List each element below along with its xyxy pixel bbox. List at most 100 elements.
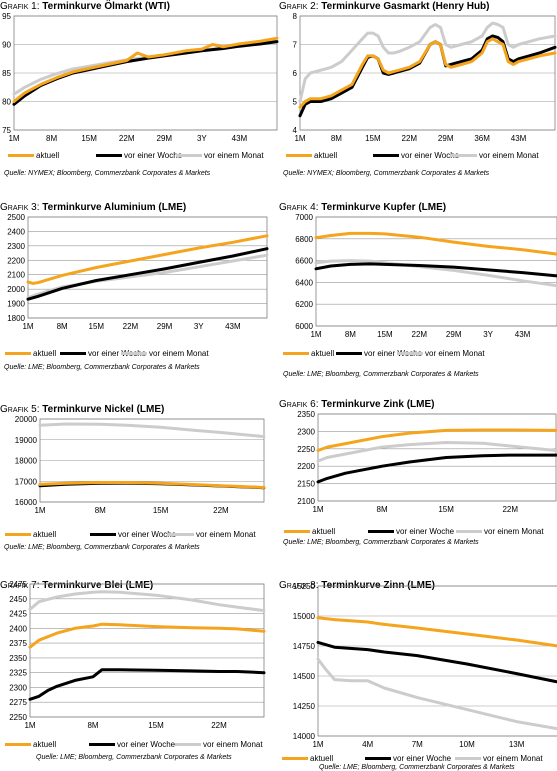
plot-frame [27,216,268,319]
x-tick-label: 8M [57,322,68,331]
legend-label: vor einer Woche [393,754,452,763]
series-line-aktuell [298,37,557,109]
series-line-aktuell [26,234,269,285]
plot-frame [317,413,557,502]
y-tick-label: 14750 [293,642,316,651]
x-tick-label: 15M [153,506,169,515]
legend-label: aktuell [312,527,336,536]
x-tick-label: 36M [474,134,490,143]
legend-swatch [284,530,310,533]
chart-title: Grafik 2: Terminkurve Gasmarkt (Henry Hu… [279,1,490,12]
figure-number: Grafik 3: [0,202,40,213]
y-tick-label: 2300 [9,683,27,692]
legend-label: vor einer Woche [124,151,183,160]
y-tick-label: 2400 [9,624,27,633]
source-note: Quelle: NYMEX; Bloomberg, Commerzbank Co… [283,170,490,177]
legend-swatch [5,743,31,746]
x-tick-label: 1M [310,330,321,339]
x-tick-label: 15M [148,721,164,730]
source-note: Quelle: LME; Bloomberg, Commerzbank Corp… [4,544,200,551]
y-tick-label: 2500 [7,213,25,222]
x-tick-label: 29M [438,134,454,143]
chart-title-text: Terminkurve Ölmarkt (WTI) [39,1,170,12]
plot-frame [13,15,278,131]
x-tick-label: 8M [95,506,106,515]
figure-number: Grafik 2: [279,1,319,12]
legend-swatch [368,530,394,533]
y-tick-label: 2150 [297,480,315,489]
figure-number: Grafik 8: [279,580,319,591]
series-line-vor-einem-monat [316,657,557,731]
series-line-vor-einem-monat [316,441,557,463]
x-tick-label: 3Y [483,330,493,339]
chart-panel-7: Grafik 7: Terminkurve Blei (LME) 2250 2275… [0,580,278,766]
legend-label: vor einem Monat [484,527,544,536]
series-line-vor-einer-woche [28,668,266,701]
x-tick-label: 8M [345,330,356,339]
chart-panel-4: Grafik 4: Terminkurve Kupfer (LME) 6000 62… [279,194,557,380]
legend-label: aktuell [33,349,57,358]
legend-swatch [5,352,31,355]
series-line-vor-einer-woche [314,262,557,278]
legend-label: vor einer Woche [364,349,423,358]
legend-swatch [365,757,391,760]
y-tick-label: 7 [293,41,298,50]
plot-frame [317,585,557,737]
legend-label: vor einem Monat [149,349,209,358]
legend-swatch [5,533,31,536]
legend-label: vor einer Woche [396,527,455,536]
chart-title-text: Terminkurve Zinn (LME) [318,580,436,591]
chart-title: Grafik 3: Terminkurve Aluminium (LME) [0,202,186,213]
legend-swatch [168,533,194,536]
legend-swatch [286,154,312,157]
chart-panel-2: Grafik 2: Terminkurve Gasmarkt (Henry Hu… [279,0,557,186]
chart-panel-1: Grafik 1: Terminkurve Ölmarkt (WTI) 75 80 8… [0,0,279,186]
y-tick-label: 80 [2,98,11,107]
legend-label: vor einem Monat [425,349,485,358]
chart-svg: 4 5 6 7 8 1M 8M 15M 22M 29M 36M 43M [293,12,557,143]
y-tick-label: 85 [2,69,11,78]
chart-svg: 6000 6200 6400 6600 6800 7000 1M 8M 15M 22M 29M 3Y 4… [295,213,557,339]
x-tick-label: 15M [438,505,454,514]
y-tick-label: 95 [2,12,11,21]
y-tick-label: 6200 [295,300,313,309]
chart-svg: 14000 14250 14500 14750 15000 15250 1M 4M 7M 10M 1… [293,582,557,749]
x-tick-label: 1M [294,134,305,143]
y-tick-label: 2425 [9,610,27,619]
y-tick-label: 2275 [9,698,27,707]
x-tick-label: 13M [509,740,525,749]
legend-swatch [90,533,116,536]
y-tick-label: 2350 [297,410,315,419]
legend-swatch [455,757,481,760]
series-line-vor-einem-monat [298,21,557,103]
x-tick-label: 29M [157,134,173,143]
legend-swatch [175,743,201,746]
chart-title: Grafik 5: Terminkurve Nickel (LME) [0,404,164,415]
x-tick-label: 43M [511,134,527,143]
series-line-aktuell [12,36,279,103]
legend-label: vor einer Woche [401,151,460,160]
y-tick-label: 17000 [15,477,38,486]
legend-label: aktuell [36,151,60,160]
chart-title-text: Terminkurve Aluminium (LME) [39,202,187,213]
y-tick-label: 2200 [297,462,315,471]
y-tick-label: 5 [293,98,298,107]
series-line-aktuell [314,231,557,256]
x-tick-label: 22M [211,721,227,730]
chart-panel-3: Grafik 3: Terminkurve Aluminium (LME) 180… [0,194,278,380]
chart-svg: 16000 17000 18000 19000 20000 1M 8M 15M 22M [15,415,266,515]
figure-number: Grafik 1: [0,1,40,12]
y-tick-label: 2475 [9,580,27,589]
y-tick-label: 18000 [15,457,38,466]
x-tick-label: 29M [157,322,173,331]
source-note: Quelle: LME; Bloomberg, Commerzbank Corp… [283,539,479,546]
legend-label: aktuell [310,754,334,763]
x-tick-label: 1M [24,721,35,730]
x-tick-label: 1M [22,322,33,331]
chart-title-text: Terminkurve Blei (LME) [39,580,154,591]
legend-label: vor einem Monat [203,740,263,749]
x-tick-label: 43M [515,330,531,339]
chart-title-text: Terminkurve Kupfer (LME) [318,202,447,213]
legend-label: vor einem Monat [204,151,264,160]
x-tick-label: 43M [232,134,248,143]
